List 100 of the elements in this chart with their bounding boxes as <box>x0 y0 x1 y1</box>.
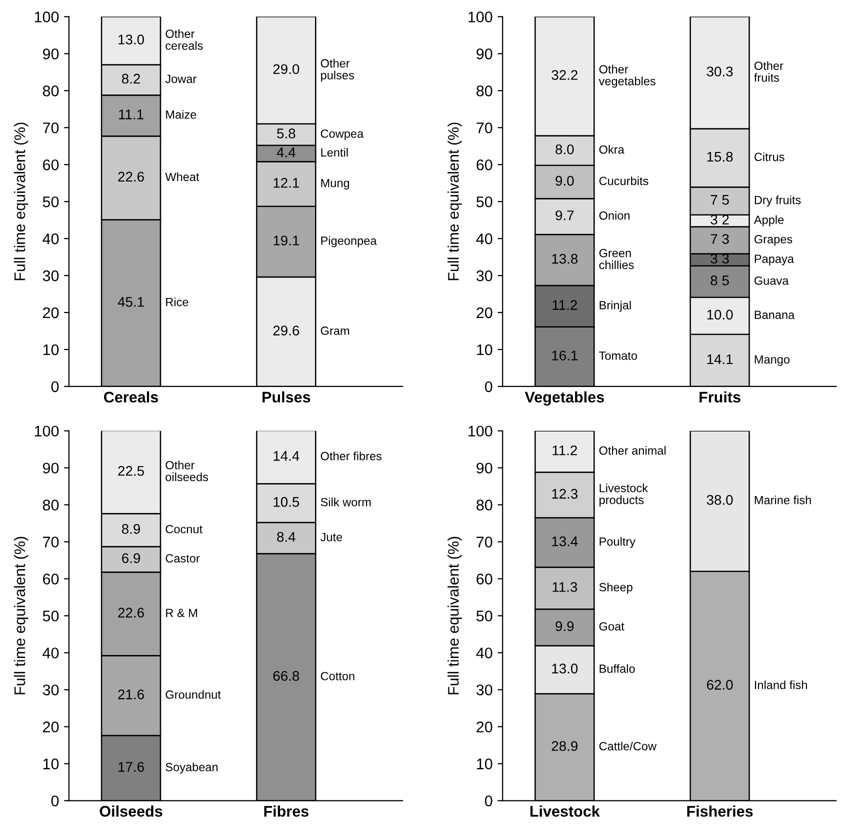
y-axis-title: Full time equivalent (%) <box>14 122 28 280</box>
series-label: Groundnut <box>166 690 221 699</box>
data-label: 12.1 <box>274 178 299 188</box>
data-label: 45.1 <box>118 297 144 307</box>
series-label: Goat <box>599 622 624 631</box>
y-tick-label: 20 <box>476 307 492 318</box>
data-label: 62.0 <box>706 680 733 690</box>
y-tick-label: 70 <box>476 536 492 548</box>
y-tick-label: 100 <box>468 426 492 437</box>
y-tick-label: 40 <box>476 648 492 658</box>
y-tick-label: 40 <box>42 233 59 244</box>
data-label: 38.0 <box>706 495 733 505</box>
data-label: 29.0 <box>273 64 300 74</box>
data-label: 19.1 <box>274 236 299 246</box>
series-label: Tomato <box>599 352 637 360</box>
series-label: Cowpea <box>320 129 364 140</box>
series-label: Apple <box>754 215 784 226</box>
data-label: 13.0 <box>552 664 578 674</box>
data-label: 17.6 <box>118 762 144 772</box>
series-label: Okra <box>599 145 624 154</box>
series-label: Grapes <box>754 235 792 246</box>
data-label: 11.2 <box>552 445 577 456</box>
series-label: Green chillies <box>599 248 634 270</box>
data-label: 22.5 <box>118 466 144 476</box>
data-label: 8.4 <box>277 532 296 542</box>
y-tick-label: 60 <box>476 159 492 170</box>
data-label: 66.8 <box>273 671 300 681</box>
y-tick-label: 10 <box>43 758 59 770</box>
data-label: 9.0 <box>556 176 574 186</box>
series-label: Poultry <box>600 537 636 548</box>
x-tick-label: Fisheries <box>687 806 753 817</box>
data-label: 29.6 <box>273 326 300 336</box>
y-axis-title: Full time equivalent (%) <box>448 536 462 694</box>
data-label: 7 3 <box>710 234 729 244</box>
y-tick-label: 90 <box>476 48 492 60</box>
data-label: 8.9 <box>122 524 140 534</box>
x-tick-label: Fruits <box>700 391 740 403</box>
series-label: Silk worm <box>320 498 371 506</box>
series-label: Guava <box>754 276 789 285</box>
series-label: Brinjal <box>600 300 631 312</box>
series-label: Other cereals <box>166 29 203 50</box>
series-label: Mung <box>321 178 350 190</box>
series-label: Buffalo <box>600 664 635 673</box>
y-axis-title: Full time equivalent (%) <box>448 122 462 280</box>
series-label: Other fibres <box>320 452 382 460</box>
y-tick-label: 60 <box>43 159 59 170</box>
y-tick-label: 60 <box>43 574 59 584</box>
y-tick-label: 90 <box>476 462 492 474</box>
y-tick-label: 60 <box>476 574 492 584</box>
y-tick-label: 10 <box>477 758 492 770</box>
series-label: Cucurbits <box>599 176 648 186</box>
data-label: 10.0 <box>707 310 733 320</box>
data-label: 9.7 <box>556 210 574 220</box>
y-tick-label: 50 <box>42 610 59 622</box>
data-label: 15.8 <box>707 152 733 162</box>
data-label: 22.6 <box>118 608 144 618</box>
x-tick-label: Cereals <box>104 391 158 403</box>
y-tick-label: 70 <box>43 122 59 134</box>
series-label: Livestock products <box>600 484 648 506</box>
y-tick-label: 100 <box>468 12 492 22</box>
series-label: R & M <box>166 608 197 618</box>
series-label: Pigeonpea <box>321 236 377 248</box>
y-tick-label: 30 <box>42 684 59 696</box>
series-label: Mango <box>754 355 790 366</box>
series-label: Cattle/Cow <box>599 742 657 750</box>
y-tick-label: 40 <box>476 233 492 244</box>
series-label: Cotton <box>320 672 354 680</box>
series-label: Jowar <box>165 74 196 84</box>
series-label: Papaya <box>754 254 794 266</box>
y-tick-label: 20 <box>43 722 59 732</box>
series-label: Soyabean <box>166 762 218 774</box>
data-label: 4.4 <box>276 148 296 158</box>
data-label: 12.3 <box>552 488 578 499</box>
data-label: 14.1 <box>707 354 733 364</box>
y-tick-label: 100 <box>34 426 59 437</box>
data-label: 11.3 <box>552 582 578 592</box>
series-label: Marine fish <box>754 496 811 504</box>
y-tick-label: 100 <box>34 12 59 22</box>
y-tick-label: 80 <box>42 500 59 510</box>
y-tick-label: 10 <box>477 344 492 356</box>
data-label: 11.1 <box>119 110 144 120</box>
x-tick-label: Livestock <box>530 806 600 817</box>
y-tick-label: 50 <box>42 196 59 208</box>
y-tick-label: 0 <box>484 796 492 806</box>
y-tick-label: 50 <box>476 610 492 622</box>
series-label: Other oilseeds <box>166 460 208 482</box>
y-tick-label: 80 <box>42 86 59 96</box>
data-label: 32.2 <box>552 70 578 80</box>
data-label: 8 5 <box>710 276 729 286</box>
data-label: 13.0 <box>118 34 144 44</box>
y-tick-label: 0 <box>51 381 59 392</box>
data-label: 5.8 <box>277 128 296 138</box>
data-label: 6.9 <box>122 553 140 564</box>
series-label: Gram <box>320 326 350 335</box>
data-label: 7 5 <box>710 195 729 205</box>
y-tick-label: 20 <box>476 722 492 732</box>
y-tick-label: 90 <box>42 462 59 474</box>
series-label: Onion <box>599 211 630 220</box>
series-label: Dry fruits <box>754 196 801 207</box>
y-axis-title: Full time equivalent (%) <box>14 536 28 694</box>
